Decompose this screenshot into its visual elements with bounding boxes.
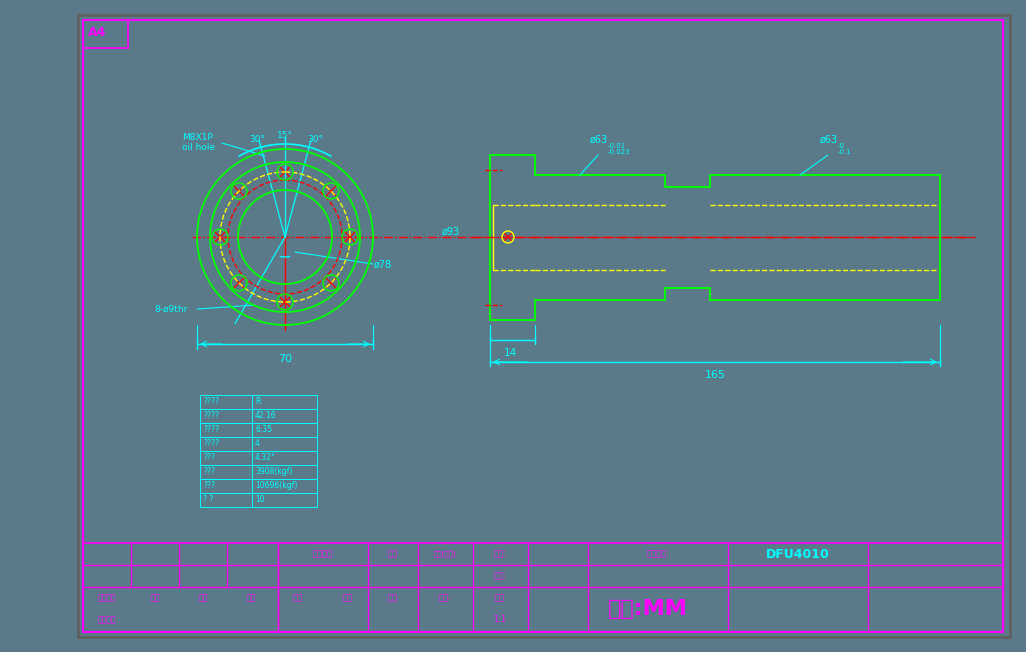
Text: 10: 10: [255, 496, 265, 505]
Bar: [83, 543, 1003, 632]
Text: M8X1P: M8X1P: [182, 132, 212, 141]
Text: -0.023: -0.023: [608, 149, 631, 155]
Bar: [200, 395, 252, 409]
Text: 165: 165: [705, 370, 725, 380]
Text: 3908(kgf): 3908(kgf): [255, 467, 292, 477]
Text: 15°: 15°: [277, 130, 293, 140]
Text: ø78: ø78: [374, 260, 392, 270]
Text: ???: ???: [203, 454, 215, 462]
Text: 绘图: 绘图: [293, 593, 303, 602]
Text: 4: 4: [255, 439, 260, 449]
Bar: [252, 409, 317, 423]
Text: 70: 70: [278, 354, 292, 364]
Text: ????: ????: [203, 411, 219, 421]
Text: 型号:: 型号:: [494, 550, 507, 559]
Bar: [252, 465, 317, 479]
Text: 日期: 日期: [198, 593, 207, 602]
Text: ???: ???: [203, 467, 215, 477]
Text: 处数: 处数: [151, 593, 160, 602]
Bar: [200, 465, 252, 479]
Text: ø93: ø93: [442, 227, 460, 237]
Text: 10696(kgf): 10696(kgf): [255, 481, 298, 490]
Bar: [200, 493, 252, 507]
Bar: [252, 395, 317, 409]
Bar: [252, 423, 317, 437]
Text: 更改标记: 更改标记: [97, 593, 116, 602]
Text: ? ?: ? ?: [203, 496, 213, 505]
Bar: [252, 437, 317, 451]
Text: ????: ????: [203, 426, 219, 434]
Text: 材料:: 材料:: [494, 572, 507, 580]
Text: -0.1: -0.1: [838, 149, 852, 155]
Text: ø63: ø63: [820, 135, 838, 145]
Text: ????: ????: [203, 398, 219, 406]
Text: 日期: 日期: [388, 550, 398, 559]
Text: 1:1: 1:1: [494, 615, 507, 625]
Text: -0: -0: [838, 143, 845, 149]
Text: 设计: 设计: [343, 593, 353, 602]
Bar: [252, 451, 317, 465]
Text: 客户确认: 客户确认: [97, 615, 116, 625]
Text: 42.16: 42.16: [255, 411, 277, 421]
Text: ???: ???: [203, 481, 215, 490]
Bar: [83, 20, 1003, 632]
Bar: [200, 423, 252, 437]
Text: 4.32°: 4.32°: [255, 454, 276, 462]
Bar: [252, 479, 317, 493]
Text: 视角.: 视角.: [439, 593, 451, 602]
Bar: [252, 493, 317, 507]
Bar: [83, 20, 128, 48]
Text: ????: ????: [203, 439, 219, 449]
Text: 数量(单台): 数量(单台): [434, 551, 457, 557]
Bar: [200, 409, 252, 423]
Text: 30°: 30°: [249, 136, 265, 145]
Text: 8-ø9thr: 8-ø9thr: [154, 304, 188, 314]
Text: 比例: 比例: [495, 593, 505, 602]
Text: -0.01: -0.01: [608, 143, 626, 149]
Text: 单位:MM: 单位:MM: [608, 599, 688, 619]
Text: 容容图号:: 容容图号:: [646, 550, 669, 559]
Bar: [200, 479, 252, 493]
Text: 30°: 30°: [307, 136, 323, 145]
Text: 6.35: 6.35: [255, 426, 272, 434]
Text: oil hole: oil hole: [182, 143, 215, 153]
Text: 签名: 签名: [246, 593, 255, 602]
Text: DFU4010: DFU4010: [766, 548, 830, 561]
Bar: [200, 437, 252, 451]
Text: A4: A4: [88, 27, 107, 40]
Text: 14: 14: [504, 348, 517, 358]
Text: 客户名称: 客户名称: [313, 550, 333, 559]
Text: ø63: ø63: [590, 135, 608, 145]
Text: 审核: 审核: [388, 593, 398, 602]
Text: R: R: [255, 398, 261, 406]
Bar: [200, 451, 252, 465]
